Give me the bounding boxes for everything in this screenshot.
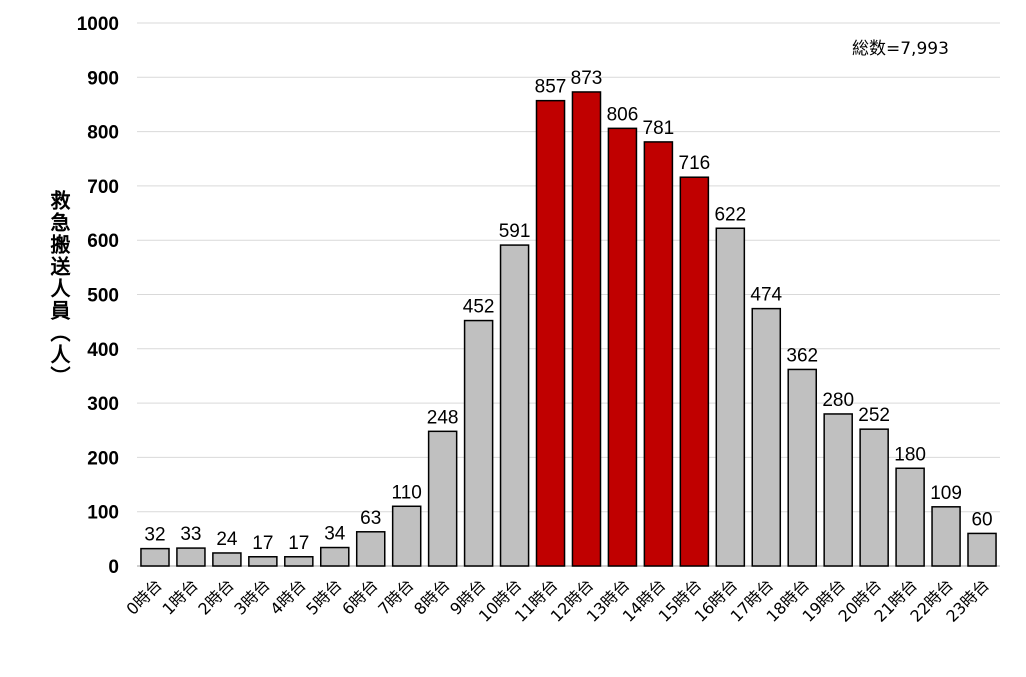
data-label: 362: [786, 345, 818, 366]
data-label: 110: [392, 482, 422, 503]
y-tick-label: 0: [108, 557, 119, 578]
data-label: 873: [571, 68, 603, 89]
bars: [140, 91, 997, 567]
data-label: 622: [714, 204, 746, 225]
bar: [176, 547, 206, 567]
data-label: 63: [360, 508, 381, 529]
data-labels: 32 33 24 17 17 34 63 110 248 452 591 857 87380678171…: [144, 68, 992, 554]
total-annotation: 総数=7,993: [852, 39, 949, 59]
bar: [463, 319, 494, 567]
data-label: 33: [180, 524, 201, 545]
x-tick-label: 2時台: [194, 575, 237, 618]
data-label: 32: [144, 525, 165, 546]
y-tick-label: 800: [87, 123, 119, 144]
bar: [895, 467, 925, 567]
x-tick-label: 3時台: [230, 575, 273, 618]
data-label: 34: [324, 524, 346, 545]
y-tick-label: 200: [87, 448, 119, 469]
data-label: 781: [643, 118, 675, 139]
data-label: 280: [822, 390, 854, 411]
bar: [535, 99, 566, 567]
data-label: 24: [216, 529, 238, 550]
data-label: 109: [930, 483, 962, 504]
bar: [967, 532, 997, 567]
x-tick-label: 4時台: [266, 575, 309, 618]
data-label: 474: [750, 285, 782, 306]
bar: [751, 307, 782, 567]
gridlines: [137, 22, 1000, 567]
bar: [787, 368, 818, 567]
x-tick-label: 5時台: [302, 575, 345, 618]
data-label: 452: [463, 297, 495, 318]
data-label: 716: [679, 153, 711, 174]
y-tick-label: 900: [87, 68, 119, 89]
y-tick-label: 1000: [77, 14, 119, 35]
bar: [643, 141, 674, 567]
bar: [212, 552, 242, 567]
y-axis-label: 救急搬送人員（人）: [47, 190, 71, 388]
data-label: 591: [499, 221, 531, 242]
x-tick-label: 8時台: [410, 575, 453, 618]
y-tick-labels: 0 100 200 300 400 500 600 700 800 900 1000: [77, 14, 119, 578]
bar: [319, 546, 350, 567]
bar: [931, 506, 961, 567]
x-tick-label: 7時台: [374, 575, 417, 618]
bar: [715, 227, 746, 567]
bar: [499, 244, 530, 567]
bar: [284, 556, 314, 567]
bar: [679, 176, 710, 567]
x-tick-label: 6時台: [338, 575, 381, 618]
bar: [248, 556, 278, 567]
y-tick-label: 500: [87, 286, 119, 307]
bar: [355, 531, 386, 567]
bar: [607, 127, 638, 567]
y-tick-label: 600: [87, 231, 119, 252]
data-label: 17: [288, 533, 309, 554]
data-label: 17: [252, 533, 273, 554]
data-label: 252: [858, 405, 890, 426]
y-tick-label: 100: [87, 503, 119, 524]
y-tick-label: 400: [87, 340, 119, 361]
x-tick-labels: 0時台1時台2時台3時台4時台5時台6時台7時台8時台9時台10時台11時台12…: [123, 575, 993, 625]
data-label: 248: [427, 407, 459, 428]
y-tick-label: 300: [87, 394, 119, 415]
y-tick-label: 700: [87, 177, 119, 198]
bar: [571, 91, 602, 567]
bar: [427, 430, 458, 567]
x-tick-label: 1時台: [158, 575, 201, 618]
data-label: 60: [971, 509, 992, 530]
bar: [140, 547, 170, 567]
data-label: 857: [535, 77, 567, 98]
bar: [823, 413, 853, 567]
bar: [391, 505, 422, 567]
data-label: 806: [607, 104, 639, 125]
data-label: 180: [894, 444, 926, 465]
bar: [859, 428, 889, 567]
x-tick-label: 0時台: [123, 575, 166, 618]
